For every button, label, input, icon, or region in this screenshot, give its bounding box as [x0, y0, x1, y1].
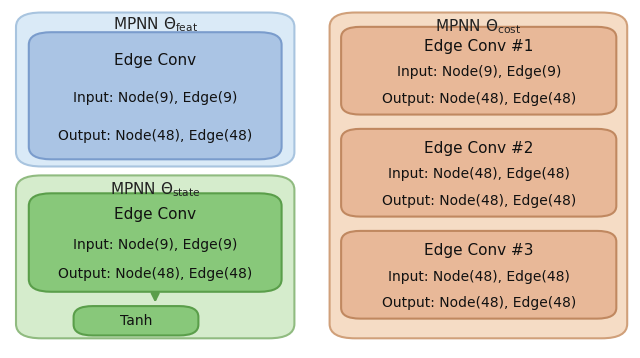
FancyBboxPatch shape: [16, 175, 294, 338]
Text: Output: Node(48), Edge(48): Output: Node(48), Edge(48): [381, 296, 576, 310]
FancyBboxPatch shape: [29, 32, 282, 159]
Text: Tanh: Tanh: [120, 314, 152, 328]
Text: Edge Conv #1: Edge Conv #1: [424, 39, 533, 54]
Text: MPNN $\Theta_{\mathrm{feat}}$: MPNN $\Theta_{\mathrm{feat}}$: [113, 16, 198, 34]
Text: Output: Node(48), Edge(48): Output: Node(48), Edge(48): [381, 194, 576, 208]
Text: Edge Conv: Edge Conv: [114, 208, 196, 222]
Text: Edge Conv #2: Edge Conv #2: [424, 141, 533, 156]
Text: MPNN $\Theta_{\mathrm{state}}$: MPNN $\Theta_{\mathrm{state}}$: [110, 180, 200, 199]
Text: Input: Node(9), Edge(9): Input: Node(9), Edge(9): [73, 91, 237, 105]
FancyBboxPatch shape: [29, 193, 282, 292]
Text: Edge Conv: Edge Conv: [114, 53, 196, 68]
FancyBboxPatch shape: [341, 129, 616, 217]
FancyBboxPatch shape: [341, 27, 616, 115]
FancyBboxPatch shape: [74, 306, 198, 335]
FancyBboxPatch shape: [16, 13, 294, 166]
Text: Input: Node(48), Edge(48): Input: Node(48), Edge(48): [388, 270, 570, 284]
Text: Input: Node(9), Edge(9): Input: Node(9), Edge(9): [73, 237, 237, 252]
Text: MPNN $\Theta_{\mathrm{cost}}$: MPNN $\Theta_{\mathrm{cost}}$: [435, 18, 522, 36]
Text: Input: Node(9), Edge(9): Input: Node(9), Edge(9): [397, 66, 561, 79]
FancyBboxPatch shape: [330, 13, 627, 338]
Text: Output: Node(48), Edge(48): Output: Node(48), Edge(48): [381, 92, 576, 106]
Text: Edge Conv #3: Edge Conv #3: [424, 243, 534, 258]
FancyBboxPatch shape: [341, 231, 616, 319]
Text: Output: Node(48), Edge(48): Output: Node(48), Edge(48): [58, 267, 252, 281]
Text: Input: Node(48), Edge(48): Input: Node(48), Edge(48): [388, 168, 570, 182]
Text: Output: Node(48), Edge(48): Output: Node(48), Edge(48): [58, 130, 252, 144]
